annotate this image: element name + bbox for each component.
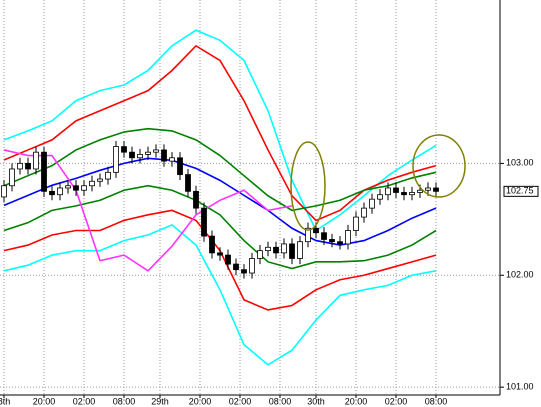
x-tick-label: 02:00 xyxy=(385,396,408,406)
x-tick-label: 20:00 xyxy=(345,396,368,406)
x-tick-label: 08:00 xyxy=(269,396,292,406)
candle-body xyxy=(217,252,223,256)
candle-body xyxy=(337,241,343,245)
candle-body xyxy=(305,227,311,243)
candle-body xyxy=(361,207,367,218)
candle-body xyxy=(113,146,119,173)
candle-body xyxy=(129,151,135,159)
candle-body xyxy=(73,185,79,191)
candle-body xyxy=(225,254,231,265)
candle-body xyxy=(57,187,63,196)
candle-body xyxy=(241,269,247,274)
candle-body xyxy=(257,250,263,259)
candle-body xyxy=(193,190,199,209)
candle-body xyxy=(9,168,15,187)
candle-body xyxy=(233,263,239,271)
candle-body xyxy=(121,146,127,153)
candle-body xyxy=(425,187,431,191)
candle-body xyxy=(369,198,375,209)
candle-body xyxy=(401,192,407,196)
candle-body xyxy=(153,149,159,153)
indicator-line xyxy=(3,149,293,272)
candle-body xyxy=(137,154,143,159)
candle-body xyxy=(393,187,399,193)
candle-body xyxy=(25,162,31,170)
candle-body xyxy=(145,151,151,155)
candle-body xyxy=(201,207,207,237)
candle-body xyxy=(297,241,303,259)
candle-body xyxy=(89,180,95,187)
candle-body xyxy=(177,157,183,175)
grid xyxy=(0,0,500,395)
candle-body xyxy=(313,227,319,234)
axis-labels: 101.00 102.00 103.00 8th 20:00 02:00 08:00 29th… xyxy=(0,158,539,406)
indicator-line xyxy=(3,127,437,212)
candle-body xyxy=(49,190,55,196)
candle-body xyxy=(433,187,439,192)
x-tick-label: 8th xyxy=(0,396,10,406)
indicator-line xyxy=(3,29,437,232)
candle-body xyxy=(321,232,327,240)
candle-body xyxy=(17,162,23,170)
last-price-label: 102.75 xyxy=(506,186,534,196)
candle-body xyxy=(345,230,351,245)
candle-body xyxy=(41,151,47,192)
candle-body xyxy=(329,239,335,243)
indicator-lines xyxy=(3,29,437,366)
candle-body xyxy=(33,151,39,170)
candle-body xyxy=(65,185,71,189)
candle-body xyxy=(185,174,191,192)
candle-body xyxy=(409,192,415,196)
indicator-line xyxy=(3,184,437,270)
x-tick-label: 02:00 xyxy=(229,396,252,406)
x-tick-label: 20:00 xyxy=(189,396,212,406)
last-price-box xyxy=(503,185,539,197)
candle-body xyxy=(249,258,255,274)
x-tick-label: 30th xyxy=(307,396,325,406)
candle-body xyxy=(273,246,279,254)
candle-body xyxy=(209,235,215,254)
x-tick-label: 29th xyxy=(151,396,169,406)
candle-body xyxy=(97,178,103,182)
x-tick-label: 08:00 xyxy=(113,396,136,406)
indicator-line xyxy=(3,157,437,246)
x-tick-label: 20:00 xyxy=(33,396,56,406)
x-tick-label: 02:00 xyxy=(73,396,96,406)
y-tick-label: 101.00 xyxy=(506,382,534,392)
candle-body xyxy=(353,216,359,231)
indicator-line xyxy=(3,223,437,366)
plot-area xyxy=(0,0,500,395)
y-tick-label: 103.00 xyxy=(506,158,534,168)
candle-body xyxy=(385,187,391,196)
candle-body xyxy=(1,185,7,198)
y-tick-label: 102.00 xyxy=(506,270,534,280)
candle-body xyxy=(169,157,175,162)
highlight-ellipse xyxy=(412,134,466,198)
candle-body xyxy=(265,246,271,252)
candles xyxy=(1,140,439,279)
candle-body xyxy=(377,194,383,200)
candle-body xyxy=(105,171,111,180)
candle-body xyxy=(81,185,87,191)
candle-body xyxy=(289,243,295,259)
x-tick-label: 08:00 xyxy=(425,396,448,406)
candle-body xyxy=(161,149,167,162)
highlight-ellipse xyxy=(290,141,326,231)
candle-body xyxy=(417,189,423,193)
candle-body xyxy=(281,243,287,254)
